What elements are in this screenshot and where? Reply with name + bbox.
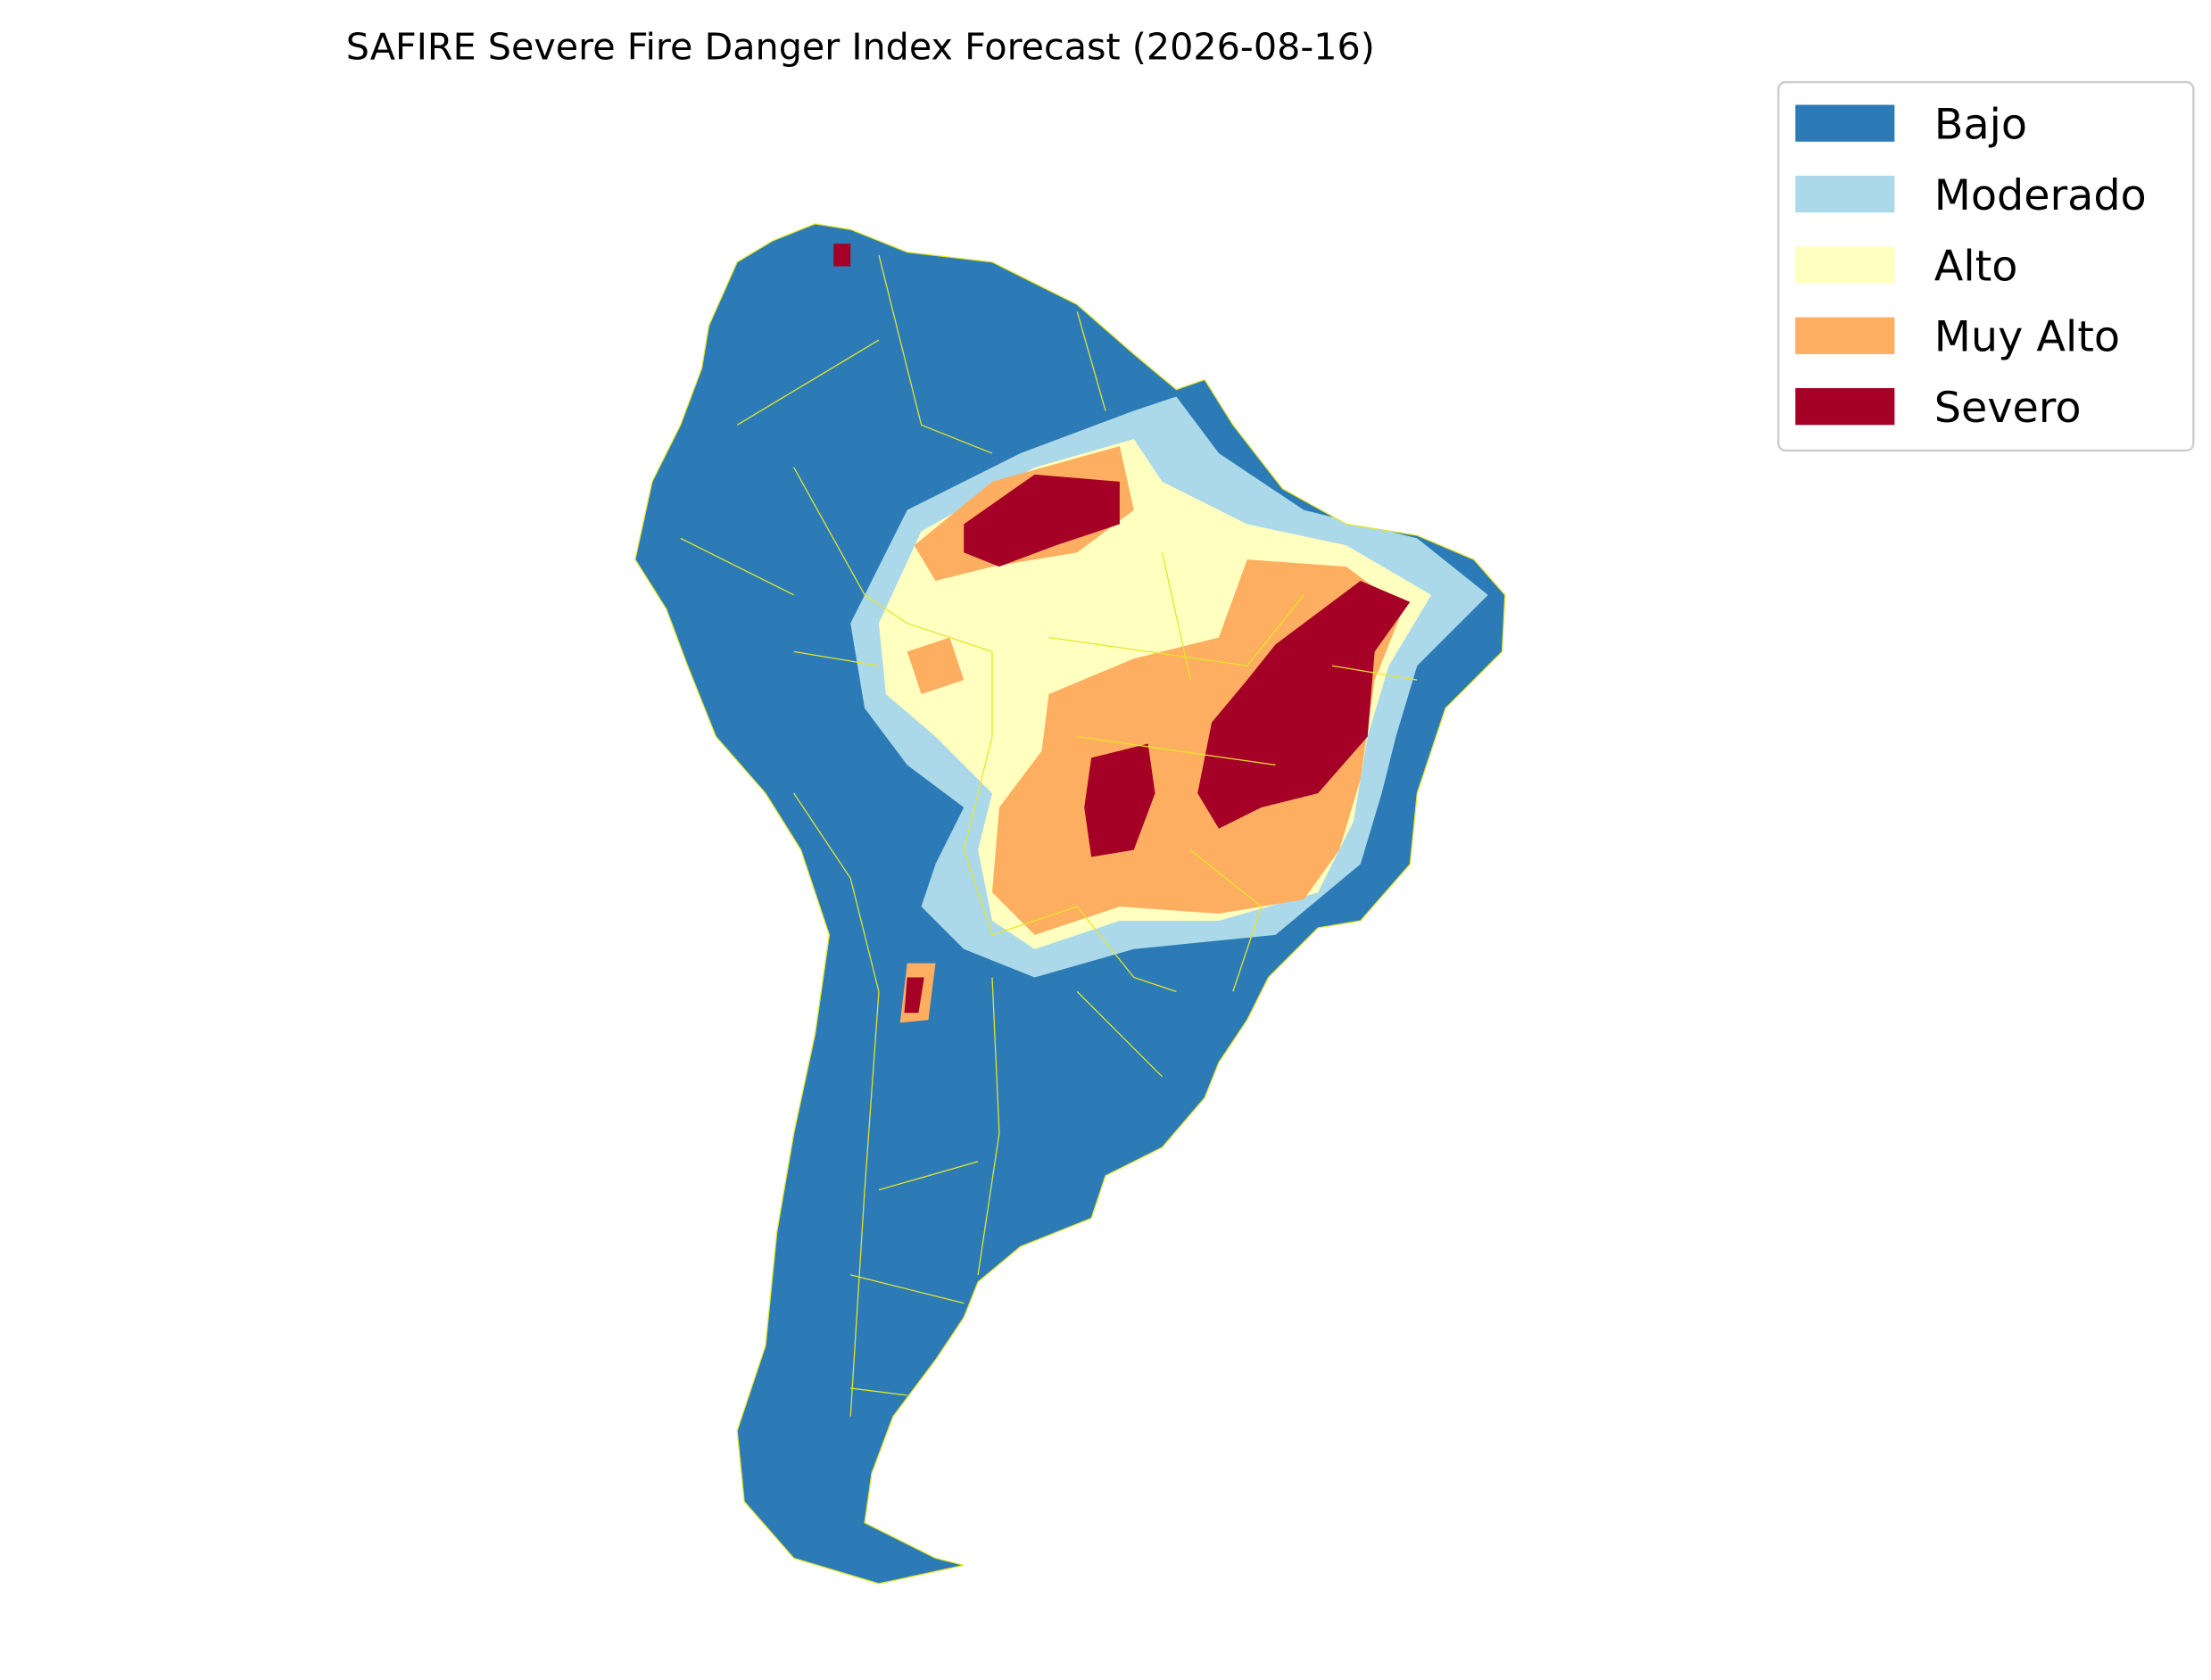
legend-swatch xyxy=(1795,388,1895,426)
country-border xyxy=(680,254,1304,1417)
legend: Bajo Moderado Alto Muy Alto Severo xyxy=(1776,80,2195,452)
legend-swatch xyxy=(1795,317,1895,354)
legend-label: Severo xyxy=(1934,384,2082,433)
legend-label: Moderado xyxy=(1934,171,2147,220)
legend-label: Bajo xyxy=(1934,101,2027,150)
province-border xyxy=(793,552,1418,1396)
region xyxy=(899,446,1404,1023)
legend-swatch xyxy=(1795,246,1895,284)
map-land xyxy=(634,223,1505,1585)
legend-swatch xyxy=(1795,175,1895,213)
legend-swatch xyxy=(1795,104,1895,142)
legend-label: Alto xyxy=(1934,242,2018,291)
map-title: SAFIRE Severe Fire Danger Index Forecast… xyxy=(346,26,1375,69)
legend-label: Muy Alto xyxy=(1934,313,2120,362)
legend-frame xyxy=(1776,80,2195,452)
